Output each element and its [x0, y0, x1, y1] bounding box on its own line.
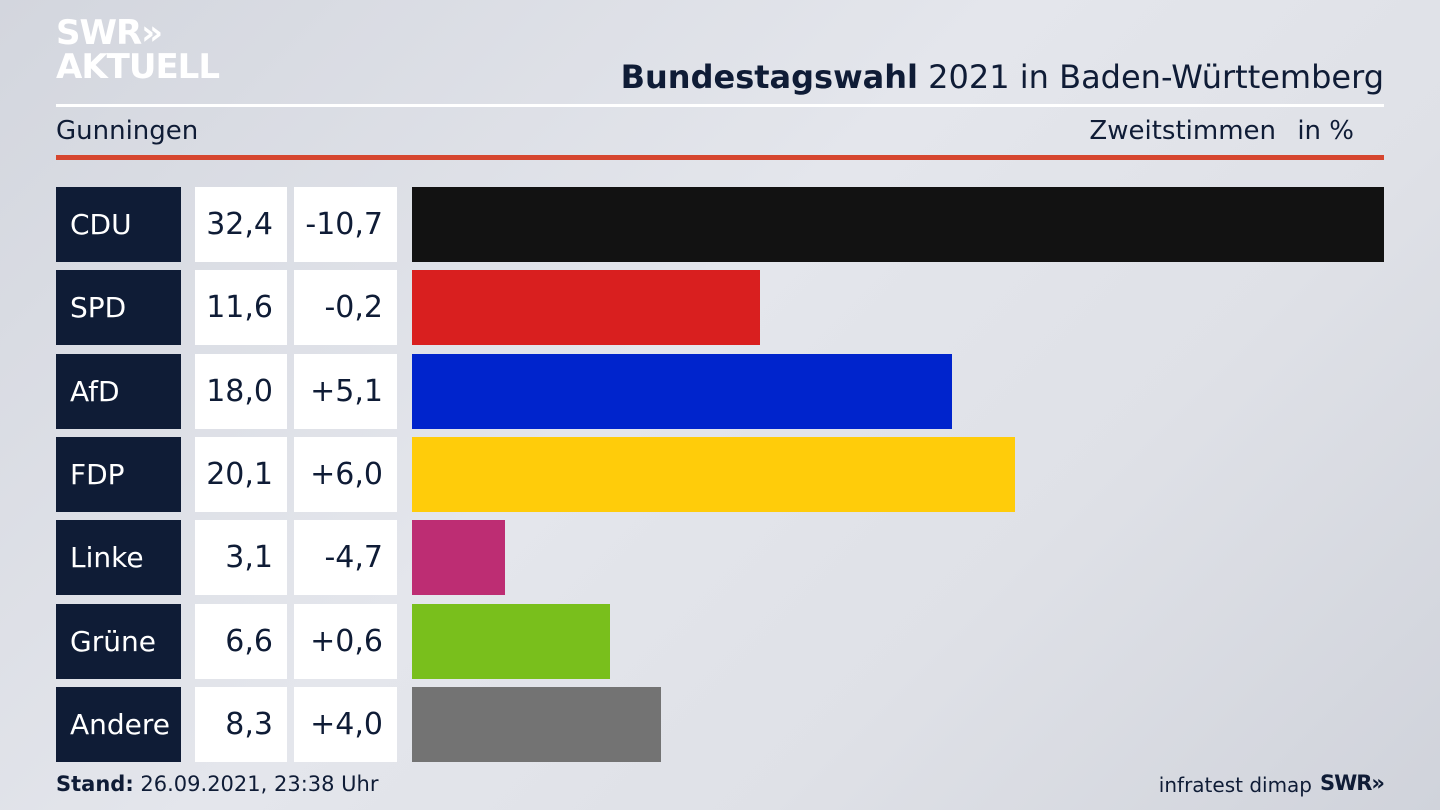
bar	[412, 270, 760, 346]
chart-row: FDP 20,1 +6,0	[56, 436, 1384, 512]
chart-row: AfD 18,0 +5,1	[56, 353, 1384, 429]
value-label: 11,6	[195, 270, 287, 346]
value-label: 18,0	[195, 353, 287, 429]
bar	[412, 603, 610, 679]
value-label: 32,4	[195, 187, 287, 262]
chart-row: Andere 8,3 +4,0	[56, 686, 1384, 762]
change-label: -0,2	[294, 270, 397, 346]
party-label: SPD	[56, 270, 181, 346]
value-label: 8,3	[195, 686, 287, 762]
party-label: FDP	[56, 436, 181, 512]
bar	[412, 353, 952, 429]
party-label: CDU	[56, 187, 181, 262]
chart-row: CDU 32,4 -10,7	[56, 187, 1384, 262]
change-label: -10,7	[294, 187, 397, 262]
bar	[412, 436, 1015, 512]
value-label: 3,1	[195, 520, 287, 596]
chart-row: SPD 11,6 -0,2	[56, 270, 1384, 346]
title-bold: Bundestagswahl	[620, 58, 918, 96]
stand-value: 26.09.2021, 23:38 Uhr	[133, 772, 379, 796]
value-label: 6,6	[195, 603, 287, 679]
measure-label: Zweitstimmen	[1089, 116, 1276, 146]
chart-row: Linke 3,1 -4,7	[56, 520, 1384, 596]
chart-row: Grüne 6,6 +0,6	[56, 603, 1384, 679]
title-rest: 2021 in Baden-Württemberg	[917, 58, 1384, 96]
page-title: Bundestagswahl 2021 in Baden-Württemberg	[621, 58, 1384, 96]
party-label: AfD	[56, 353, 181, 429]
logo-line2: AKTUELL	[56, 47, 220, 87]
bar	[412, 520, 505, 596]
source-label: infratest dimap	[1158, 773, 1312, 797]
bar	[412, 187, 1384, 262]
unit-label: in %	[1297, 116, 1354, 146]
accent-rule	[56, 155, 1384, 160]
bar	[412, 686, 661, 762]
party-label: Linke	[56, 520, 181, 596]
header-divider	[56, 104, 1384, 107]
timestamp: Stand: 26.09.2021, 23:38 Uhr	[56, 772, 379, 796]
stand-label: Stand:	[56, 772, 134, 796]
party-label: Grüne	[56, 603, 181, 679]
swr-aktuell-logo: SWR» AKTUELL	[56, 13, 220, 87]
change-label: +6,0	[294, 436, 397, 512]
change-label: +5,1	[294, 353, 397, 429]
value-label: 20,1	[195, 436, 287, 512]
change-label: +0,6	[294, 603, 397, 679]
party-label: Andere	[56, 686, 181, 762]
change-label: +4,0	[294, 686, 397, 762]
region-label: Gunningen	[56, 116, 199, 146]
change-label: -4,7	[294, 520, 397, 596]
swr-footer-logo: SWR»	[1319, 771, 1385, 795]
logo-line1: SWR»	[56, 13, 163, 53]
